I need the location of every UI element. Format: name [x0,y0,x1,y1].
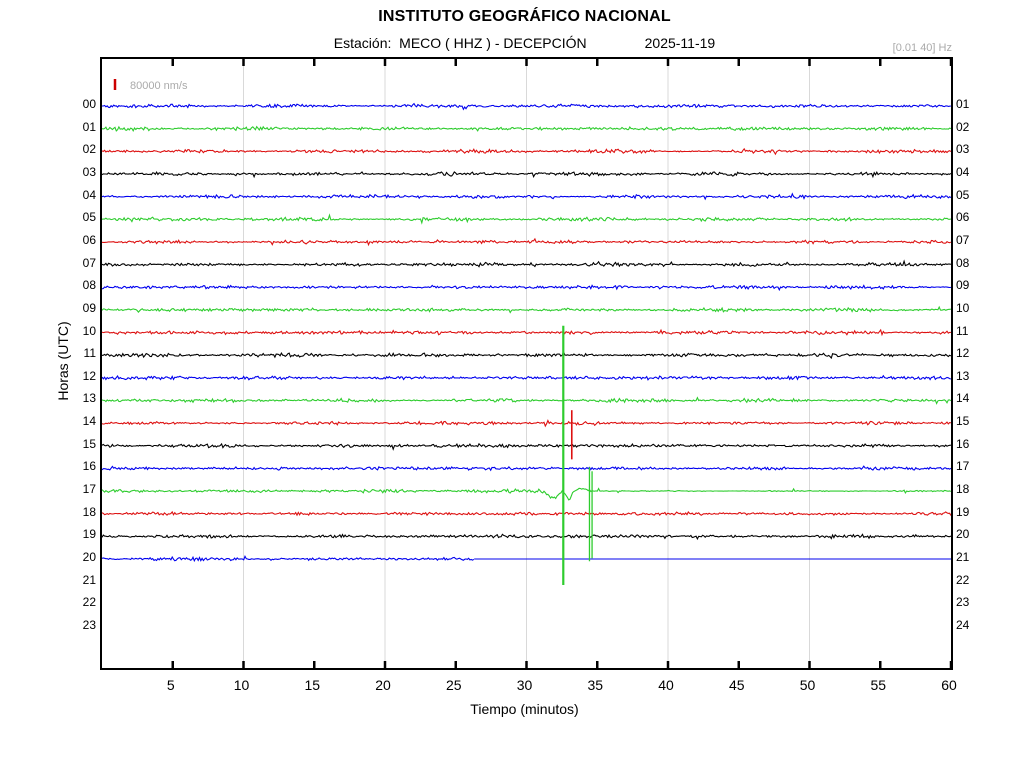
trace-hour-02 [102,147,951,156]
x-tick-label-35: 35 [587,677,604,693]
subtitle: Estación: MECO ( HHZ ) - DECEPCIÓN 2025-… [100,35,949,51]
hour-label-right-03: 03 [956,142,970,157]
trace-hour-03 [102,170,951,179]
helicorder-plot-frame: 80000 nm/s [100,57,953,670]
x-tick-label-25: 25 [445,677,462,693]
hour-label-left-22: 22 [82,595,96,610]
hour-label-left-00: 00 [82,97,96,111]
trace-hour-08 [102,284,951,292]
station-info: Estación: MECO ( HHZ ) - DECEPCIÓN [334,35,587,51]
scale-label: 80000 nm/s [130,80,188,92]
hour-label-right-06: 06 [956,210,970,225]
trace-hour-05 [102,213,951,225]
trace-hour-11 [102,350,951,360]
trace-hour-00 [102,102,951,111]
hour-label-right-21: 21 [956,550,970,564]
x-tick-label-5: 5 [166,677,175,693]
hour-label-left-07: 07 [82,255,96,270]
trace-hour-07 [102,259,951,268]
trace-hour-14 [102,419,951,428]
hour-label-right-20: 20 [956,527,970,542]
x-axis-title: Tiempo (minutos) [470,701,579,717]
trace-hour-18 [102,510,951,517]
x-tick-label-15: 15 [304,677,321,693]
hour-label-left-19: 19 [82,527,96,542]
hour-label-right-05: 05 [956,187,970,202]
hour-label-left-01: 01 [82,119,96,134]
trace-hour-04 [102,192,951,201]
hour-label-right-04: 04 [956,164,970,179]
hour-label-left-11: 11 [83,346,96,361]
trace-hour-09 [102,305,951,314]
page-title: INSTITUTO GEOGRÁFICO NACIONAL [378,8,671,25]
hour-label-right-10: 10 [956,300,970,315]
helicorder-plot: 80000 nm/s [102,59,951,668]
hour-label-left-04: 04 [82,187,96,202]
x-tick-label-10: 10 [233,677,250,693]
hour-label-right-08: 08 [956,255,970,270]
hour-label-left-02: 02 [82,142,96,157]
hour-label-left-06: 06 [82,232,96,247]
trace-hour-01 [102,125,951,132]
trace-hour-19 [102,533,951,541]
hour-label-left-14: 14 [82,414,96,429]
hour-label-left-16: 16 [82,459,96,474]
x-tick-label-30: 30 [516,677,533,693]
hour-label-left-12: 12 [82,368,96,383]
x-tick-label-20: 20 [375,677,391,693]
trace-hour-13 [102,396,951,405]
x-tick-label-55: 55 [870,677,887,693]
station-label: Estación: [333,35,392,51]
hour-label-left-21: 21 [82,572,96,587]
hour-label-right-22: 22 [956,572,970,587]
hour-label-right-12: 12 [956,346,970,361]
x-tick-label-60: 60 [941,677,957,693]
hour-label-left-10: 10 [82,323,96,338]
hour-label-left-23: 23 [82,617,96,632]
hour-label-right-24: 24 [956,617,970,632]
trace-hour-15 [102,442,951,451]
trace-hour-06 [102,237,951,247]
hour-label-right-01: 01 [956,97,970,111]
hour-label-right-19: 19 [956,504,970,519]
y-axis-title: Horas (UTC) [55,321,71,401]
hour-label-left-03: 03 [82,164,96,179]
hour-label-right-14: 14 [956,391,970,406]
filter-band-label: [0.01 40] Hz [892,42,952,54]
hour-label-right-18: 18 [956,482,970,497]
hour-label-right-23: 23 [956,595,970,610]
hour-label-left-08: 08 [82,278,96,293]
hour-label-right-15: 15 [956,414,970,429]
hour-label-left-20: 20 [82,550,96,564]
trace-hour-10 [102,328,951,337]
hour-label-right-13: 13 [956,368,970,383]
hour-label-left-09: 09 [82,300,96,315]
trace-hour-16 [102,465,951,472]
x-tick-label-40: 40 [658,677,674,693]
hour-label-left-15: 15 [82,436,96,451]
hour-label-right-09: 09 [956,278,970,293]
hour-label-right-16: 16 [956,436,970,451]
hour-label-left-13: 13 [82,391,96,406]
station-value: MECO ( HHZ ) - DECEPCIÓN [399,35,587,51]
hour-label-left-18: 18 [82,504,96,519]
x-tick-label-45: 45 [728,677,745,693]
hour-label-right-17: 17 [956,459,970,474]
hour-label-left-17: 17 [82,482,96,497]
trace-hour-12 [102,374,951,381]
x-tick-label-50: 50 [799,677,816,693]
hour-label-left-05: 05 [82,210,96,225]
hour-label-right-02: 02 [956,119,970,134]
trace-hour-17 [102,487,951,501]
date-label: 2025-11-19 [644,35,716,51]
hour-label-right-07: 07 [956,232,970,247]
trace-hour-20 [102,554,475,563]
hour-label-right-11: 11 [956,323,969,338]
